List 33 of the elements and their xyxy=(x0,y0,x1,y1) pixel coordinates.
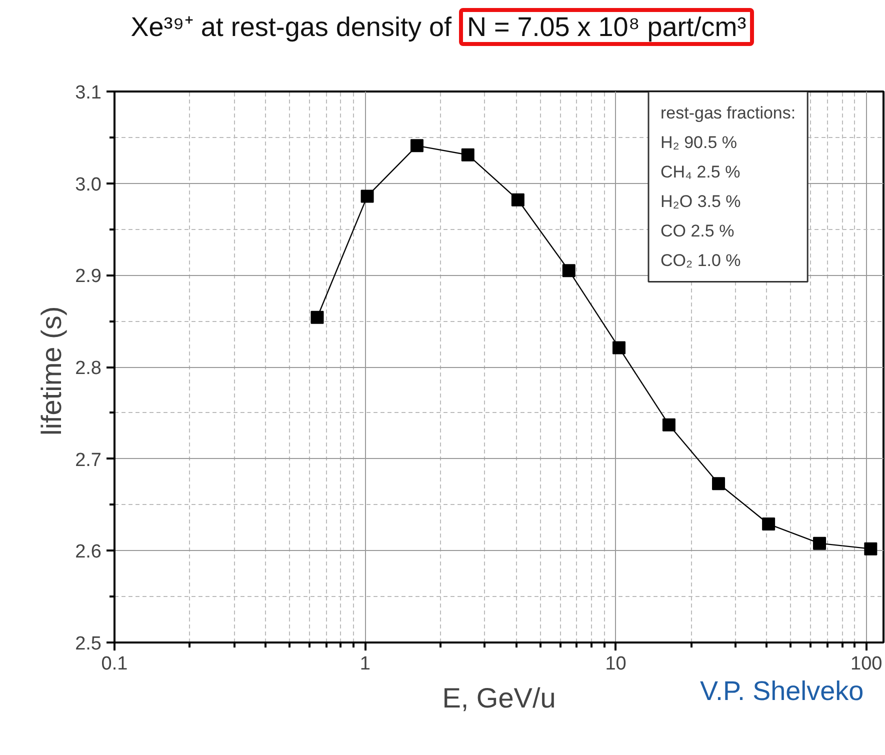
y-tick-label: 2.9 xyxy=(75,266,102,288)
point xyxy=(712,477,726,490)
point xyxy=(813,536,826,550)
annotation: CO 2.5 % xyxy=(660,221,734,240)
chart-title: Xe³⁹⁺ at rest-gas density of N = 7.05 x 10⁸ part/cm³ xyxy=(130,11,748,44)
y-tick-label: 2.6 xyxy=(75,542,102,563)
point xyxy=(410,139,424,152)
y-tick-label: 2.8 xyxy=(75,358,102,379)
point xyxy=(662,418,676,432)
x-tick-label: 0.1 xyxy=(101,654,128,674)
y-tick-label: 3.0 xyxy=(75,174,102,196)
x-tick-label: 1 xyxy=(360,654,370,674)
annotation: CH₄ 2.5 % xyxy=(660,162,740,182)
point xyxy=(562,264,576,278)
annotation: rest-gas fractions: xyxy=(660,104,796,122)
annotation: H₂ 90.5 % xyxy=(660,132,738,152)
y-axis-title: lifetime (s) xyxy=(36,306,68,436)
y-tick-label: 3.1 xyxy=(75,82,102,104)
point xyxy=(511,193,524,206)
y-tick-label: 2.7 xyxy=(75,450,102,471)
point xyxy=(461,148,474,162)
point xyxy=(762,518,776,531)
point xyxy=(612,341,626,354)
x-tick-label: 100 xyxy=(850,654,882,674)
point xyxy=(360,190,374,203)
point xyxy=(310,310,324,324)
annotation: CO₂ 1.0 % xyxy=(660,250,741,270)
y-tick-label: 2.5 xyxy=(75,634,102,654)
x-tick-label: 10 xyxy=(605,654,626,674)
x-axis-title: E, GeV/u xyxy=(442,682,556,714)
point xyxy=(864,542,878,556)
annotation: H₂O 3.5 % xyxy=(660,192,741,211)
text: V.P. Shelveko xyxy=(700,676,864,706)
